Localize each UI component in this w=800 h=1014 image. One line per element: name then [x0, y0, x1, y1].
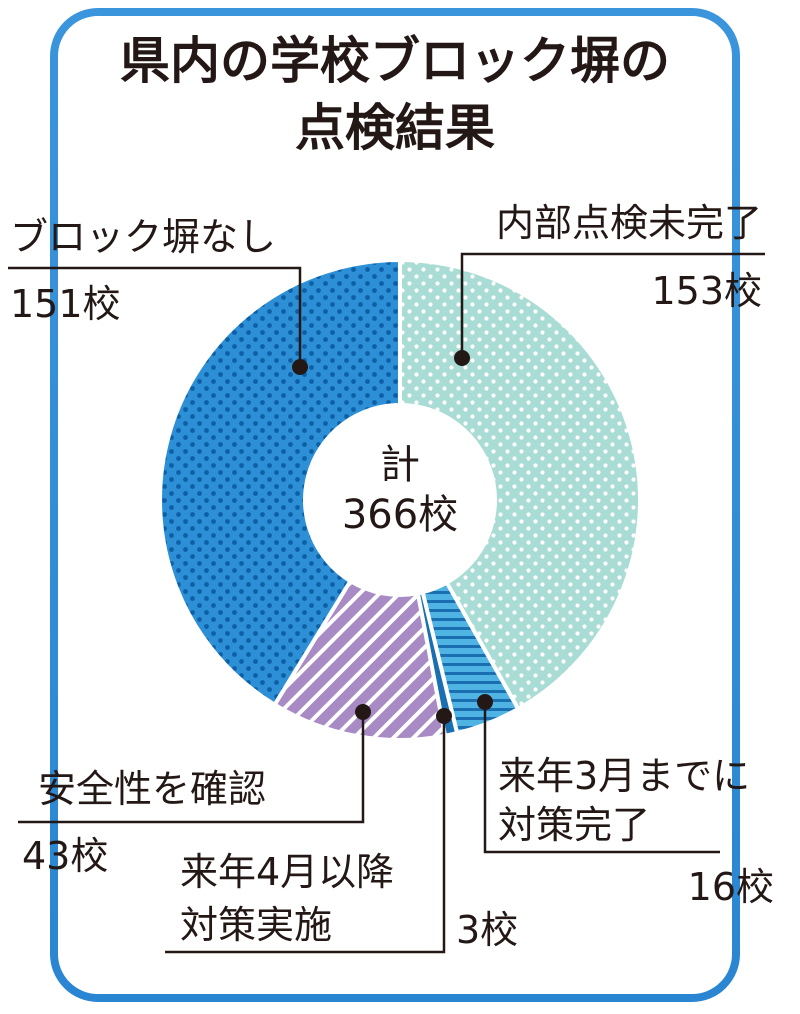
slice-nashi	[158, 257, 402, 708]
leader-nashi	[8, 266, 302, 367]
chart-title-line-1: 県内の学校ブロック塀の	[120, 32, 670, 90]
donut-slices	[158, 257, 642, 742]
label-nashi: ブロック塀なし	[10, 215, 276, 259]
center-label-line-1: 計	[380, 442, 420, 488]
label-april-line-1: 来年4月以降	[180, 850, 394, 894]
leader-march	[483, 702, 720, 854]
label-naibu: 内部点検未完了	[496, 201, 762, 245]
dot-anzen	[355, 704, 371, 720]
label-march-line-2: 対策完了	[498, 803, 650, 847]
leader-naibu	[460, 252, 765, 358]
count-march: 16校	[688, 865, 774, 909]
slice-naibu	[398, 257, 642, 712]
dot-nashi	[292, 359, 308, 375]
leader-anzen	[18, 712, 365, 824]
dot-naibu	[454, 350, 470, 366]
dot-april	[436, 708, 452, 724]
dot-march	[477, 694, 493, 710]
label-march-line-1: 来年3月までに	[498, 754, 750, 798]
chart-title-line-2: 点検結果	[295, 99, 495, 157]
count-nashi: 151校	[10, 282, 121, 326]
count-anzen: 43校	[22, 834, 108, 878]
leader-april	[165, 716, 446, 954]
count-april: 3校	[456, 908, 518, 952]
slice-anzen	[271, 578, 448, 742]
count-naibu: 153校	[651, 269, 762, 313]
label-anzen: 安全性を確認	[38, 767, 266, 811]
label-april-line-2: 対策実施	[180, 903, 332, 947]
frame-border	[50, 8, 740, 1002]
center-label-line-2: 366校	[342, 492, 458, 538]
